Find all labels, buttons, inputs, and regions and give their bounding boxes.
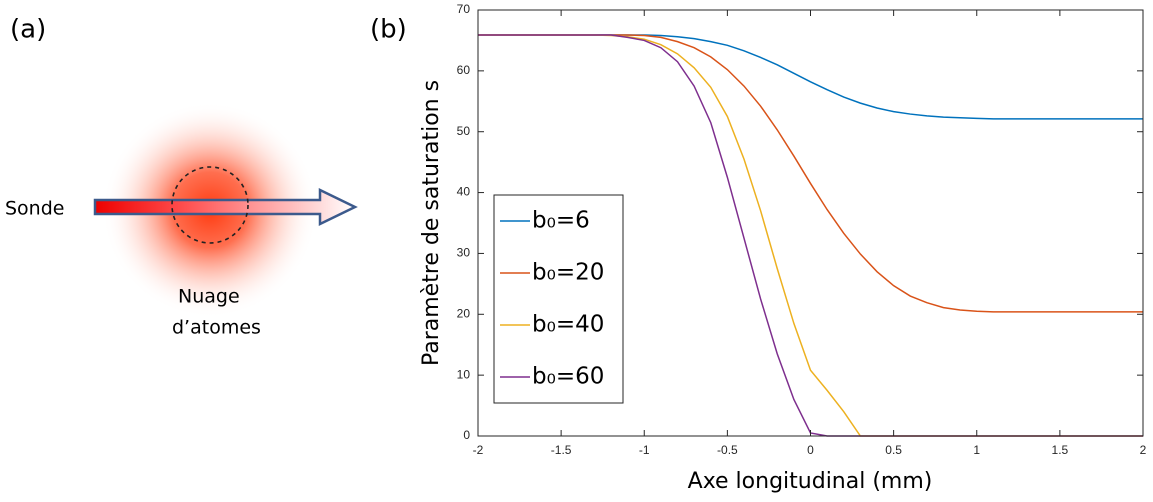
y-tick-label: 40	[457, 185, 471, 199]
x-tick-label: -0.5	[717, 443, 738, 457]
legend-box	[493, 194, 624, 404]
y-tick-label: 70	[457, 2, 471, 16]
series-line	[478, 34, 1143, 120]
y-axis-label: Paramètre de saturation s	[419, 80, 444, 366]
y-tick-label: 50	[457, 124, 471, 138]
x-tick-label: 0	[807, 443, 814, 457]
x-tick-label: 0.5	[885, 443, 902, 457]
panel-label: (a)	[10, 15, 46, 45]
probe-arrow	[93, 188, 358, 226]
panel-label: (b)	[370, 15, 407, 45]
x-tick-label: -2	[473, 443, 484, 457]
probe-label: Sonde	[5, 198, 64, 220]
y-tick-label: 30	[457, 246, 471, 260]
y-tick-label: 0	[463, 428, 470, 442]
legend-label: b₀=6	[532, 208, 590, 234]
y-tick-label: 60	[457, 63, 471, 77]
legend-label: b₀=20	[532, 260, 604, 286]
y-tick-label: 20	[457, 306, 471, 320]
x-tick-label: -1.5	[551, 443, 572, 457]
x-tick-label: -1	[639, 443, 650, 457]
x-tick-label: 1	[973, 443, 980, 457]
x-axis-label: Axe longitudinal (mm)	[688, 469, 933, 494]
x-tick-label: 2	[1140, 443, 1147, 457]
legend-label: b₀=60	[532, 364, 604, 390]
x-tick-label: 1.5	[1052, 443, 1069, 457]
cloud-label: Nuage	[178, 286, 240, 308]
y-tick-label: 10	[457, 367, 471, 381]
cloud-label: d’atomes	[172, 317, 261, 339]
legend-label: b₀=40	[532, 312, 604, 338]
cloud-outline	[171, 166, 249, 244]
